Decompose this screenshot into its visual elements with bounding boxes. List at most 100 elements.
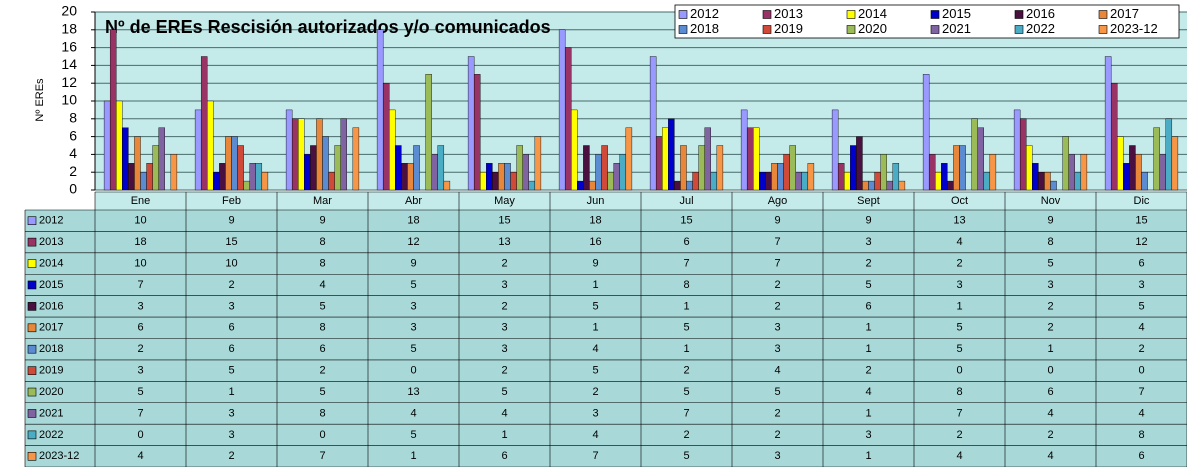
table-cell: 5 (683, 450, 689, 462)
bar (558, 29, 566, 191)
table-cell: 2 (956, 429, 962, 441)
table-cell: 3 (774, 322, 780, 334)
table-cell: 12 (407, 236, 419, 248)
legend-label: 2019 (774, 21, 803, 36)
bar (801, 171, 809, 191)
bar (1165, 118, 1173, 191)
table-cell: 7 (319, 450, 325, 462)
legend-swatch (762, 25, 772, 34)
bar (898, 180, 906, 191)
bar (680, 145, 687, 191)
legend-label: 2022 (1026, 21, 1055, 36)
table-cell: 5 (592, 365, 598, 377)
bar (376, 29, 384, 191)
table-cell: 8 (683, 279, 689, 291)
legend-swatch (1014, 10, 1024, 19)
bar (759, 171, 766, 191)
table-key (27, 237, 37, 247)
bar (564, 47, 572, 191)
table-cell: 0 (1138, 365, 1144, 377)
bar (1074, 171, 1082, 191)
table-cell: 9 (1047, 215, 1053, 227)
bar (1044, 171, 1051, 191)
table-cell: 1 (683, 300, 689, 312)
bar (837, 163, 845, 191)
bar (686, 180, 693, 191)
bar (692, 171, 699, 191)
legend-label: 2023-12 (1110, 21, 1158, 36)
bar (116, 100, 123, 191)
table-cell: 4 (1047, 450, 1053, 462)
table-cell: 3 (592, 407, 598, 419)
table-cell: 4 (774, 365, 780, 377)
bar (1080, 154, 1088, 191)
table-cell: 13 (407, 386, 419, 398)
table-cell: 1 (592, 322, 598, 334)
bar (844, 171, 851, 191)
table-cell: 2 (683, 429, 689, 441)
bar (589, 180, 596, 191)
bar (783, 154, 790, 191)
bar (625, 127, 633, 191)
bar (862, 180, 869, 191)
table-cell: 3 (501, 322, 507, 334)
bar (1135, 154, 1142, 191)
table-cell: 10 (134, 215, 146, 227)
bar (158, 127, 165, 191)
bar (310, 145, 317, 191)
legend-swatch (1014, 25, 1024, 34)
bar (437, 145, 445, 191)
table-cell: 1 (683, 343, 689, 355)
legend-label: 2012 (690, 6, 719, 21)
table-cell: 2 (319, 365, 325, 377)
bar (771, 163, 778, 191)
bar (795, 171, 802, 191)
bar (989, 154, 997, 191)
bar (152, 145, 159, 191)
table-cell: 5 (410, 429, 416, 441)
table-cell: 3 (228, 300, 234, 312)
x-tick-label: Ago (768, 195, 788, 207)
table-cell: 2 (774, 429, 780, 441)
table-row-label: 2021 (39, 407, 63, 419)
bar (941, 163, 948, 191)
y-tick-label: 0 (69, 181, 77, 197)
legend-swatch (930, 25, 940, 34)
table-cell: 5 (592, 300, 598, 312)
legend-swatch (846, 25, 856, 34)
table-cell: 1 (865, 322, 871, 334)
bar (261, 171, 269, 191)
table-cell: 3 (501, 343, 507, 355)
table-cell: 6 (1138, 257, 1144, 269)
bar (285, 109, 293, 191)
table-cell: 18 (589, 215, 601, 227)
bar (1050, 180, 1057, 191)
bar (716, 145, 724, 191)
table-cell: 13 (953, 215, 965, 227)
y-tick-label: 16 (61, 38, 77, 54)
x-tick-label: Dic (1134, 195, 1150, 207)
table-cell: 15 (498, 215, 510, 227)
table-row-label: 2013 (39, 236, 63, 248)
bar (1032, 163, 1039, 191)
table-cell: 4 (1047, 407, 1053, 419)
bar (856, 136, 863, 191)
table-cell: 5 (1047, 257, 1053, 269)
bar (316, 118, 323, 191)
bar (225, 136, 232, 191)
bar (935, 171, 942, 191)
table-cell: 6 (319, 343, 325, 355)
table-cell: 4 (137, 450, 143, 462)
table-key (27, 344, 37, 354)
table-cell: 8 (319, 236, 325, 248)
bar (407, 163, 414, 191)
table-key (27, 302, 37, 311)
bar (413, 145, 420, 191)
bar (146, 163, 153, 191)
x-tick-label: Mar (313, 195, 332, 207)
table-cell: 8 (319, 257, 325, 269)
table-cell: 5 (410, 343, 416, 355)
table-row-label: 2018 (39, 343, 63, 355)
table-cell: 16 (589, 236, 601, 248)
table-cell: 2 (228, 279, 234, 291)
